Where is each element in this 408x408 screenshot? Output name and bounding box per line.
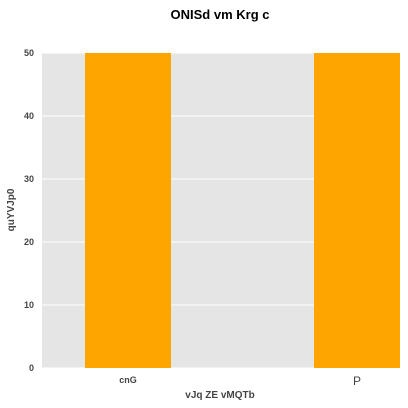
x-axis-label: vJq ZE vMQTb: [185, 390, 254, 401]
y-axis-ticks: 0 10 20 30 40 50: [24, 48, 34, 373]
x-tick-label: P: [353, 374, 361, 388]
bar-P: [314, 53, 400, 368]
x-axis-ticks: cnG P: [119, 374, 361, 388]
y-tick-label: 10: [24, 300, 34, 310]
y-tick-label: 40: [24, 111, 34, 121]
y-tick-label: 30: [24, 174, 34, 184]
x-tick-label: cnG: [119, 375, 137, 385]
y-tick-label: 20: [24, 237, 34, 247]
y-axis-label: quYVJp0: [6, 188, 17, 231]
y-tick-label: 50: [24, 48, 34, 58]
y-tick-label: 0: [29, 363, 34, 373]
bar-cnG: [85, 53, 171, 368]
chart-title: ONISd vm Krg c: [171, 7, 270, 22]
bars: [85, 53, 400, 368]
